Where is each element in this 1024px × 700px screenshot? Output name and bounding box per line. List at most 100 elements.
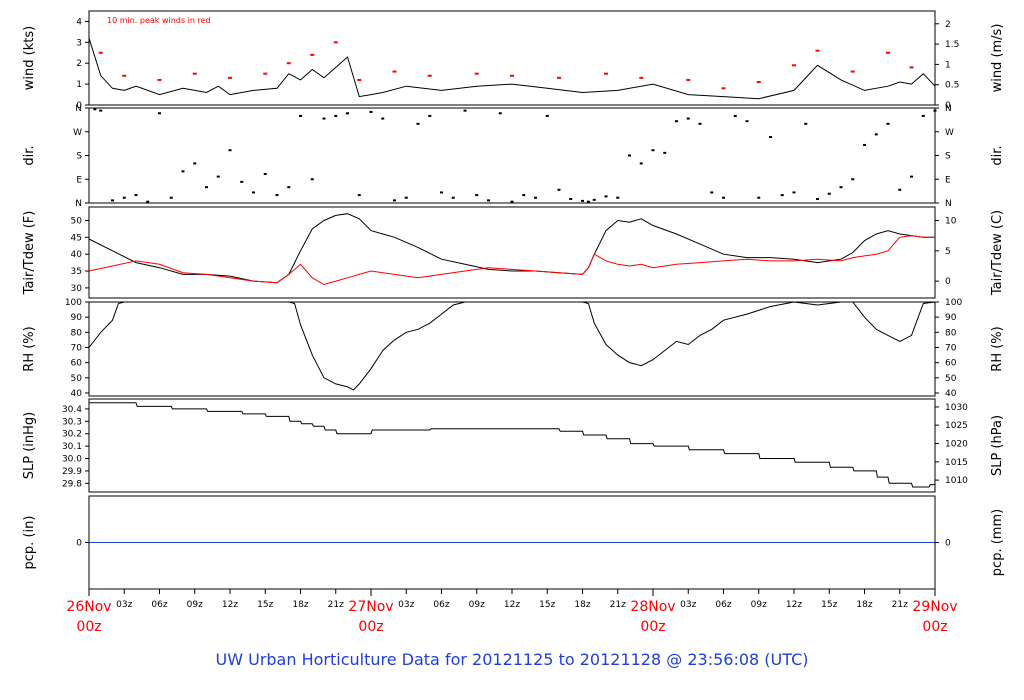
slp-ylabel-right: SLP (hPa) xyxy=(990,415,1005,476)
slp-left-tick-label: 30.4 xyxy=(62,405,82,415)
wind-peak-mark xyxy=(157,78,162,81)
dir-point xyxy=(322,117,326,120)
rh-right-tick-label: 100 xyxy=(945,298,962,308)
wind-left-tick-label: 2 xyxy=(76,59,82,69)
wind-right-tick-label: 2 xyxy=(945,20,951,30)
wind-peak-mark xyxy=(427,74,432,77)
dir-right-tick-label: N xyxy=(945,199,952,209)
dir-point xyxy=(404,196,408,199)
temp-left-tick-label: 35 xyxy=(71,267,82,277)
dir-point xyxy=(839,186,843,189)
footer-prefix: UW Urban Horticulture Data for xyxy=(215,650,467,669)
pcp-ylabel-right: pcp. (mm) xyxy=(990,509,1005,576)
rh-panel: 40 50 60 70 80 90 100 40 50 60 70 80 90 100 RH (%) RH (… xyxy=(22,298,1005,399)
wind-annotation: 10 min. peak winds in red xyxy=(107,16,211,25)
wind-peak-mark xyxy=(604,72,608,75)
dir-point xyxy=(498,112,502,115)
dir-point xyxy=(898,188,902,191)
wind-ylabel-right: wind (m/s) xyxy=(990,24,1005,93)
x-tick-label: 15z xyxy=(539,600,555,610)
wind-peak-mark xyxy=(392,70,397,73)
rh-left-tick-label: 80 xyxy=(71,328,83,338)
wind-peak-mark xyxy=(192,72,197,75)
slp-left-tick-label: 30.3 xyxy=(62,417,82,427)
dir-point xyxy=(569,198,573,201)
wind-right-tick-label: 1 xyxy=(945,60,951,70)
dir-point xyxy=(475,194,479,197)
dir-point xyxy=(134,194,138,197)
dir-point xyxy=(393,199,396,202)
rh-frame xyxy=(88,301,936,397)
dir-point xyxy=(792,191,796,194)
temp-ylabel-left: Tair/Tdew (F) xyxy=(22,211,37,296)
dir-point xyxy=(910,175,913,178)
slp-right-tick-label: 1030 xyxy=(945,403,968,413)
slp-left-tick-label: 30.0 xyxy=(62,455,82,465)
x-tick-label: 21z xyxy=(892,600,908,610)
footer-start-date: 20121125 xyxy=(472,650,554,669)
dir-point xyxy=(487,199,490,202)
rh-ylabel-left: RH (%) xyxy=(22,326,37,371)
slp-panel: 29.8 29.9 30.0 30.1 30.2 30.3 30.4 1010 1015 1020… xyxy=(22,398,1005,493)
x-day-date-label: 29Nov xyxy=(912,599,957,615)
dir-point xyxy=(827,192,831,195)
temp-left-tick-label: 30 xyxy=(71,284,83,294)
rh-right-tick-label: 60 xyxy=(945,359,957,369)
dir-point xyxy=(586,200,590,203)
dir-point xyxy=(93,108,97,111)
x-day-time-label: 00z xyxy=(640,619,665,635)
wind-right-tick-label: 0 xyxy=(945,101,951,111)
dir-point xyxy=(193,162,197,165)
dir-ylabel-right: dir. xyxy=(990,145,1005,165)
wind-right-tick-label: 1.5 xyxy=(945,40,959,50)
slp-frame xyxy=(88,398,936,493)
dir-point xyxy=(381,117,385,120)
temp-panel: 30 35 40 45 50 0 5 10 Tair/Tdew (F) Tair/Tdew (C) xyxy=(22,206,1005,299)
footer-time: 23:56:08 xyxy=(687,650,760,669)
rh-left-tick-label: 60 xyxy=(71,359,83,369)
wind-peak-mark xyxy=(286,62,291,65)
dir-point xyxy=(275,194,279,197)
dir-point xyxy=(146,200,150,203)
footer-end-date: 20121128 xyxy=(579,650,662,669)
rh-right-tick-label: 50 xyxy=(945,374,957,384)
x-day-time-label: 00z xyxy=(76,619,101,635)
dir-point xyxy=(510,200,514,203)
slp-ylabel-left: SLP (inHg) xyxy=(22,412,37,480)
x-day-time-label: 00z xyxy=(358,619,383,635)
temp-left-tick-label: 50 xyxy=(71,216,83,226)
x-day-date-label: 28Nov xyxy=(630,599,675,615)
wind-right-tick-label: 0.5 xyxy=(945,81,959,91)
dir-point xyxy=(181,170,185,173)
rh-right-tick-label: 90 xyxy=(945,313,957,323)
dir-right-tick-label: W xyxy=(945,128,954,138)
dir-point xyxy=(663,151,667,154)
temp-series-line xyxy=(88,213,935,284)
dir-point xyxy=(158,112,161,115)
dir-point xyxy=(545,114,549,117)
wind-peak-mark xyxy=(886,51,890,54)
dir-right-tick-label: N xyxy=(945,104,952,114)
temp-right-tick-label: 10 xyxy=(945,216,957,226)
wind-peak-mark xyxy=(792,64,796,67)
dir-point xyxy=(863,143,866,146)
rh-left-tick-label: 40 xyxy=(71,389,83,399)
temp-frame xyxy=(88,206,936,299)
wind-peak-mark xyxy=(474,72,479,75)
dir-point xyxy=(346,112,349,115)
x-day-date-label: 27Nov xyxy=(348,599,393,615)
dir-ylabel-left: dir. xyxy=(22,145,37,165)
x-tick-label: 09z xyxy=(187,600,203,610)
x-day-date-label: 26Nov xyxy=(66,599,111,615)
slp-left-tick-label: 30.1 xyxy=(62,442,82,452)
dir-point xyxy=(122,196,126,199)
wind-peak-mark xyxy=(721,87,726,90)
wind-peak-mark xyxy=(357,78,362,81)
rh-left-tick-label: 100 xyxy=(65,298,82,308)
dir-point xyxy=(604,195,608,198)
wind-left-tick-label: 1 xyxy=(76,80,82,90)
x-tick-label: 03z xyxy=(398,600,414,610)
wind-peak-mark xyxy=(510,74,514,77)
